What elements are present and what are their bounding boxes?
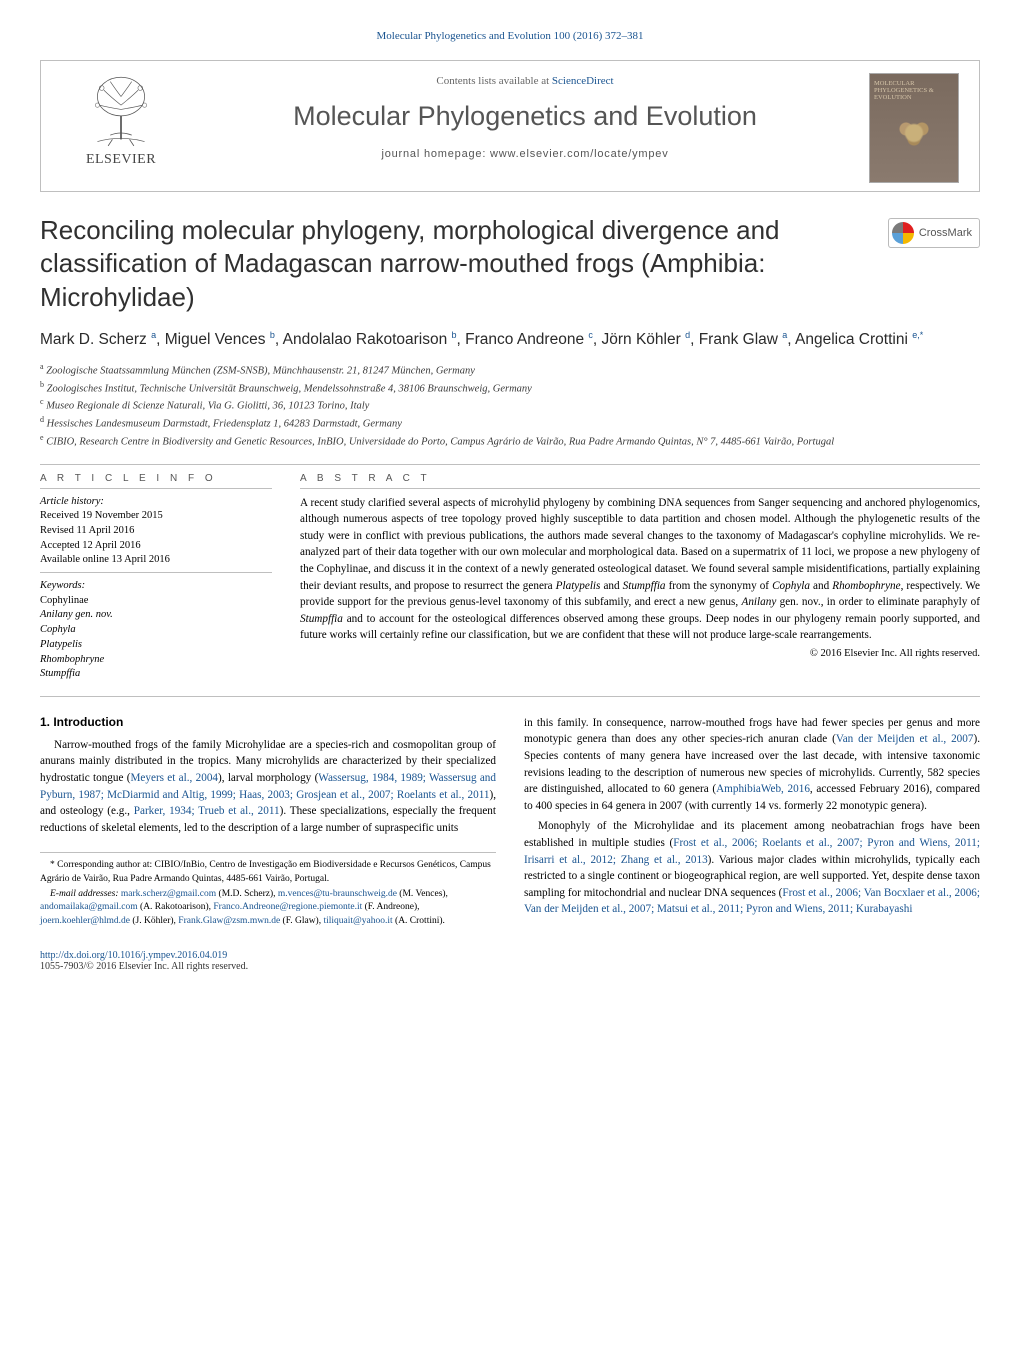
cover-art-icon: [894, 113, 934, 153]
emails-note: E-mail addresses: mark.scherz@gmail.com …: [40, 888, 496, 928]
keyword-2: Cophyla: [40, 623, 272, 638]
journal-header-box: ELSEVIER Contents lists available at Sci…: [40, 60, 980, 192]
section-1-heading: 1. Introduction: [40, 715, 496, 729]
running-head: Molecular Phylogenetics and Evolution 10…: [40, 30, 980, 42]
history-accepted: Accepted 12 April 2016: [40, 539, 272, 554]
intro-para-right-2: Monophyly of the Microhylidae and its pl…: [524, 818, 980, 917]
elsevier-logo: [86, 73, 156, 148]
keyword-3: Platypelis: [40, 638, 272, 653]
keyword-0: Cophylinae: [40, 594, 272, 609]
abstract-header: A B S T R A C T: [300, 473, 980, 484]
history-revised: Revised 11 April 2016: [40, 524, 272, 539]
crossmark-icon: [892, 222, 914, 244]
bottom-bar: http://dx.doi.org/10.1016/j.ympev.2016.0…: [40, 950, 980, 972]
keyword-1: Anilany gen. nov.: [40, 608, 272, 623]
abstract-copyright: © 2016 Elsevier Inc. All rights reserved…: [300, 648, 980, 659]
journal-center: Contents lists available at ScienceDirec…: [181, 73, 869, 160]
keyword-5: Stumpffia: [40, 667, 272, 682]
article-title: Reconciling molecular phylogeny, morphol…: [40, 214, 820, 314]
history-received: Received 19 November 2015: [40, 509, 272, 524]
publisher-block: ELSEVIER: [61, 73, 181, 168]
rule-abstract: [300, 488, 980, 489]
author-list: Mark D. Scherz a, Miguel Vences b, Andol…: [40, 328, 980, 351]
sciencedirect-line: Contents lists available at ScienceDirec…: [181, 75, 869, 87]
affil-e: e CIBIO, Research Centre in Biodiversity…: [40, 432, 980, 450]
rule-above-abstract: [40, 464, 980, 465]
history-label: Article history:: [40, 495, 272, 510]
doi-link[interactable]: http://dx.doi.org/10.1016/j.ympev.2016.0…: [40, 950, 227, 961]
keyword-4: Rhombophryne: [40, 653, 272, 668]
abstract-text: A recent study clarified several aspects…: [300, 495, 980, 644]
affil-b: b Zoologisches Institut, Technische Univ…: [40, 379, 980, 397]
emails-label: E-mail addresses:: [50, 889, 121, 899]
crossmark-label: CrossMark: [919, 227, 972, 239]
affil-a: a Zoologische Staatssammlung München (ZS…: [40, 361, 980, 379]
intro-para-right-1: in this family. In consequence, narrow-m…: [524, 715, 980, 814]
affiliations: a Zoologische Staatssammlung München (ZS…: [40, 361, 980, 450]
article-info-column: A R T I C L E I N F O Article history: R…: [40, 473, 272, 682]
journal-cover-thumb: MOLECULAR PHYLOGENETICS & EVOLUTION: [869, 73, 959, 183]
corresponding-note: * Corresponding author at: CIBIO/InBio, …: [40, 859, 496, 886]
intro-para-left: Narrow-mouthed frogs of the family Micro…: [40, 737, 496, 836]
rule-info-2: [40, 572, 272, 573]
affil-c: c Museo Regionale di Scienze Naturali, V…: [40, 396, 980, 414]
abstract-column: A B S T R A C T A recent study clarified…: [300, 473, 980, 682]
crossmark-badge[interactable]: CrossMark: [888, 218, 980, 248]
keywords-label: Keywords:: [40, 579, 272, 594]
article-history: Article history: Received 19 November 20…: [40, 495, 272, 568]
journal-homepage: journal homepage: www.elsevier.com/locat…: [181, 148, 869, 160]
history-online: Available online 13 April 2016: [40, 553, 272, 568]
footnotes: * Corresponding author at: CIBIO/InBio, …: [40, 852, 496, 927]
issn-line: 1055-7903/© 2016 Elsevier Inc. All right…: [40, 961, 248, 972]
journal-name: Molecular Phylogenetics and Evolution: [181, 101, 869, 132]
article-info-header: A R T I C L E I N F O: [40, 473, 272, 484]
rule-below-abstract: [40, 696, 980, 697]
body-left-col: 1. Introduction Narrow-mouthed frogs of …: [40, 715, 496, 928]
body-right-col: in this family. In consequence, narrow-m…: [524, 715, 980, 928]
keywords-block: Keywords: Cophylinae Anilany gen. nov. C…: [40, 579, 272, 682]
cover-title: MOLECULAR PHYLOGENETICS & EVOLUTION: [874, 80, 954, 101]
rule-info-1: [40, 488, 272, 489]
affil-d: d Hessisches Landesmuseum Darmstadt, Fri…: [40, 414, 980, 432]
sciencedirect-link[interactable]: ScienceDirect: [552, 75, 614, 87]
sd-prefix: Contents lists available at: [436, 75, 551, 87]
elsevier-wordmark: ELSEVIER: [86, 152, 156, 168]
body-columns: 1. Introduction Narrow-mouthed frogs of …: [40, 715, 980, 928]
running-head-link[interactable]: Molecular Phylogenetics and Evolution 10…: [376, 30, 643, 42]
